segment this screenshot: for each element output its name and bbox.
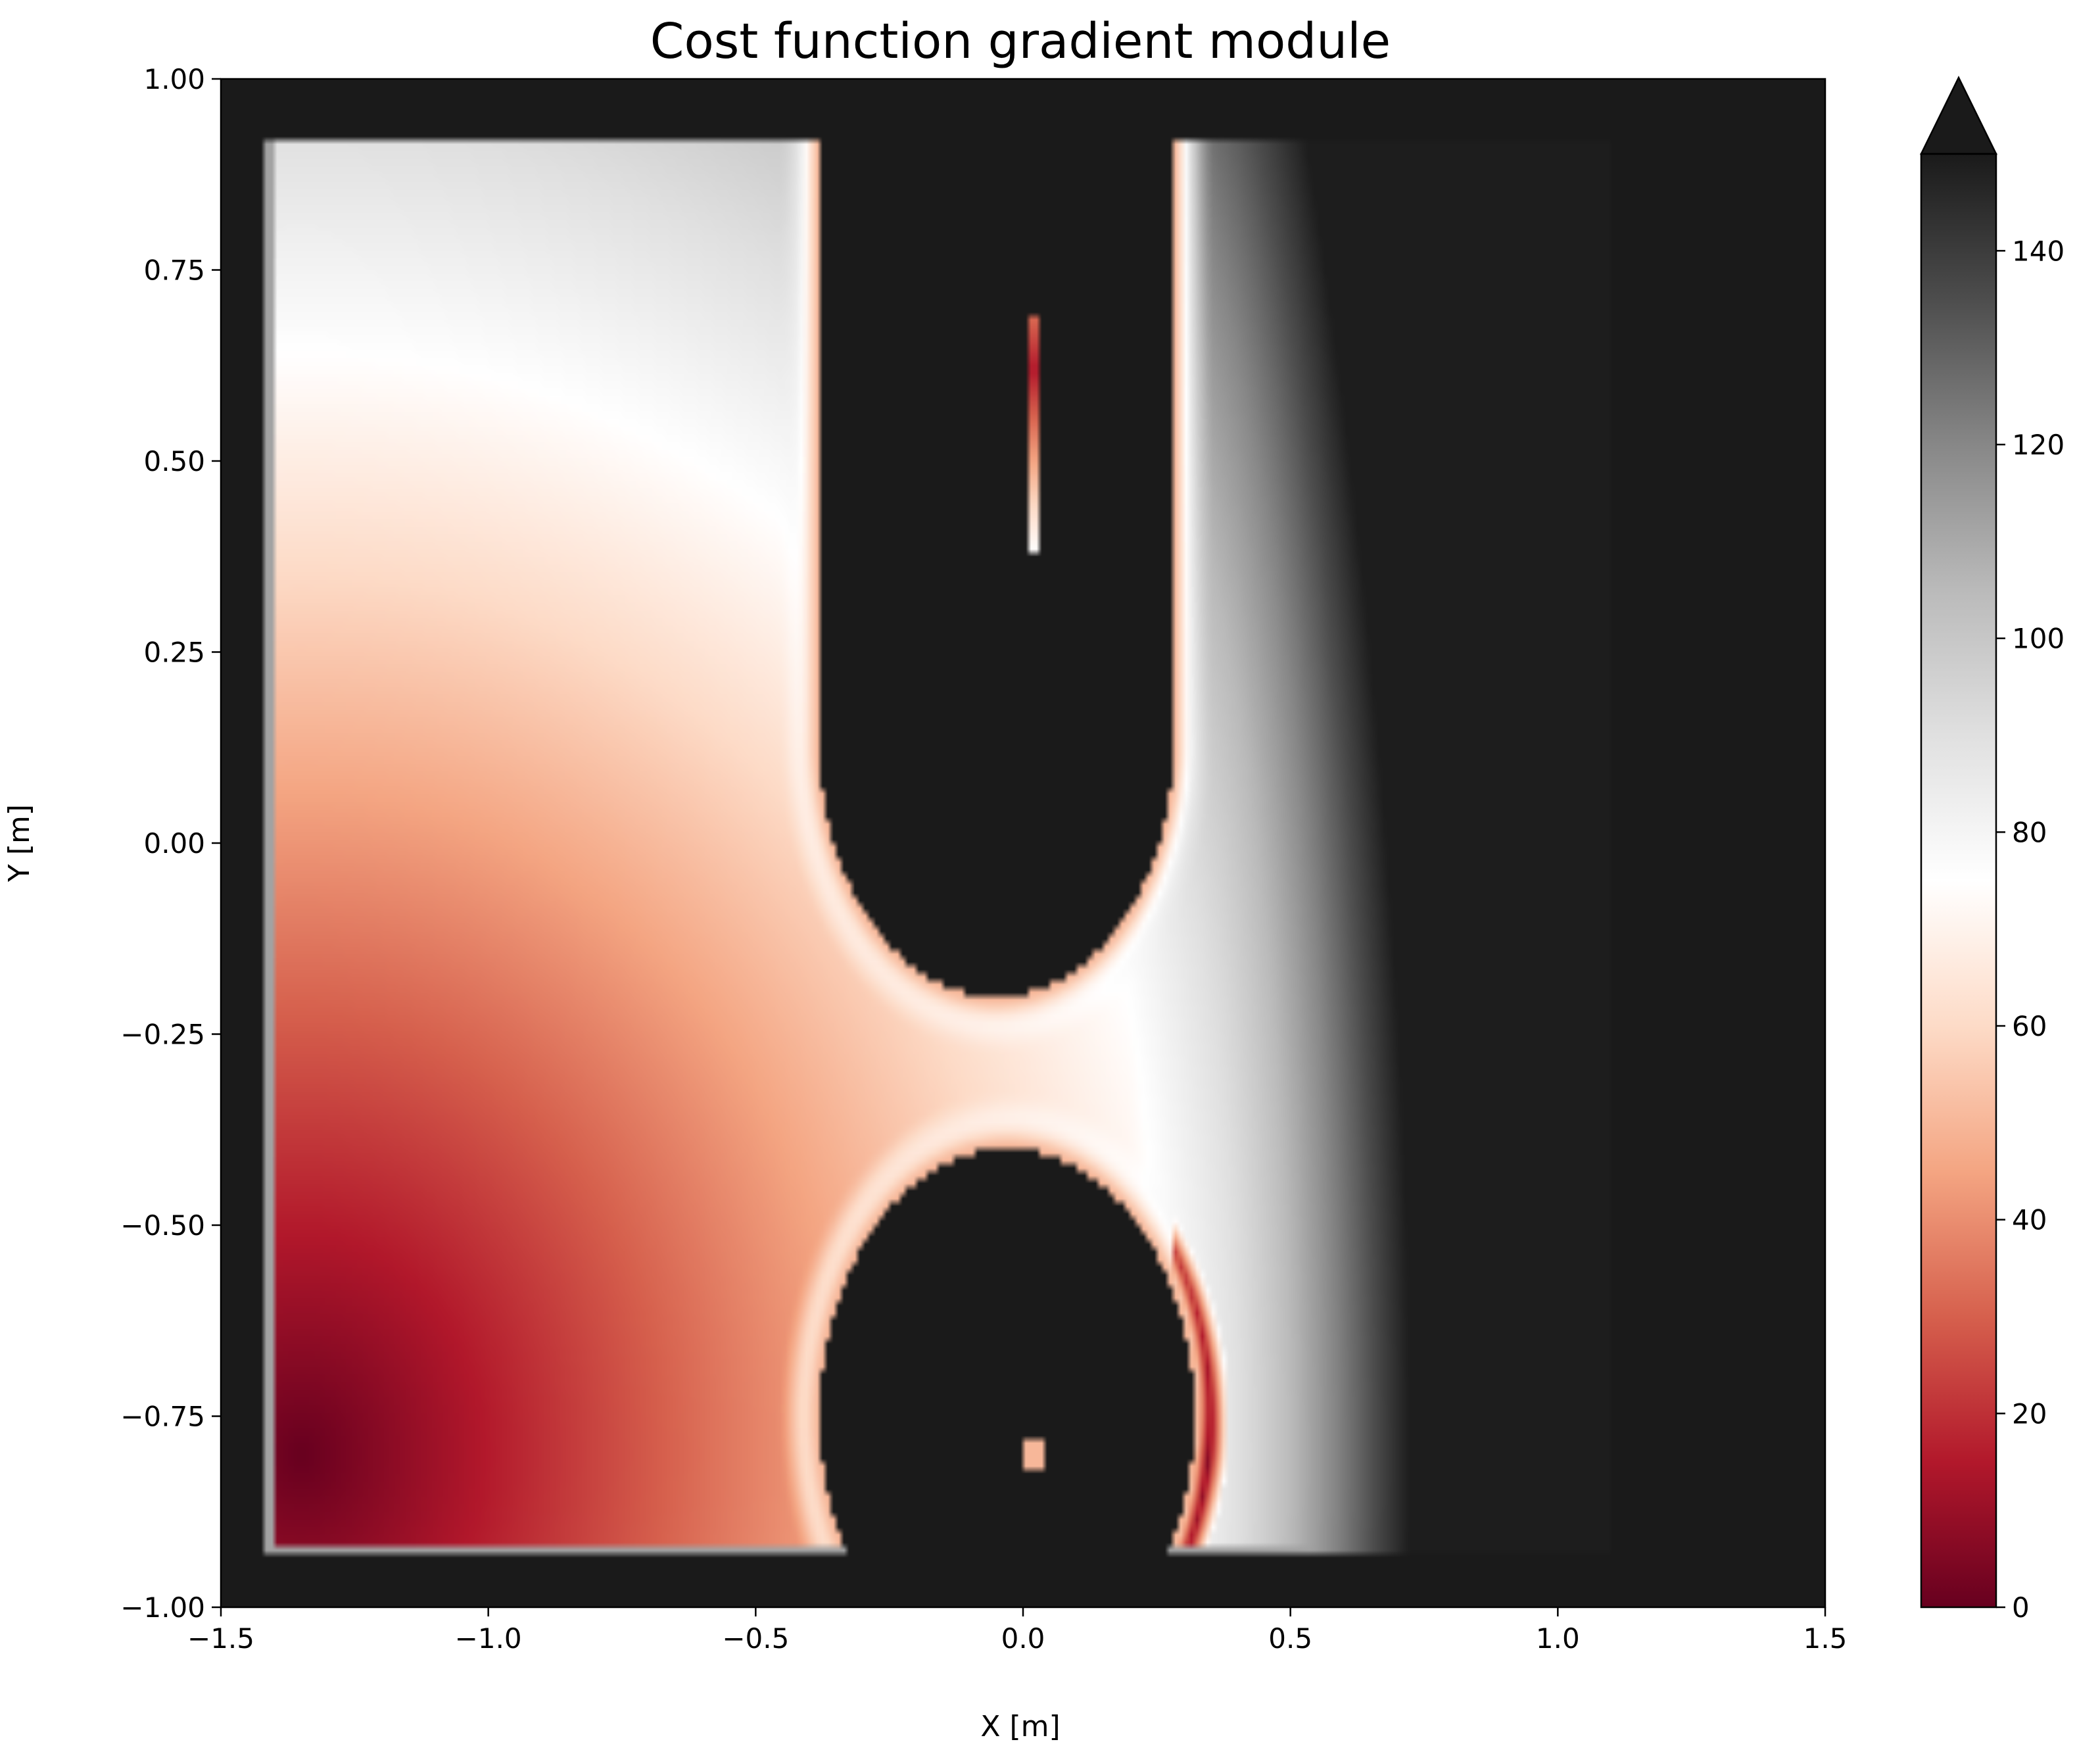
y-tick-label: −0.50 xyxy=(120,1209,205,1242)
y-tick-label: −1.00 xyxy=(120,1591,205,1624)
y-tick-label: −0.25 xyxy=(120,1019,205,1051)
x-axis: −1.5 −1.0 −0.5 0.0 0.5 1.0 1.5 xyxy=(187,1607,1847,1655)
colorbar-tick-label: 80 xyxy=(2012,816,2047,848)
colorbar-tick-label: 100 xyxy=(2012,623,2064,655)
colorbar-tick-label: 0 xyxy=(2012,1591,2030,1624)
x-tick-label: 1.5 xyxy=(1803,1622,1848,1655)
y-tick-label: 1.00 xyxy=(143,63,205,95)
y-tick-label: 0.00 xyxy=(143,827,205,860)
colorbar-tick-label: 120 xyxy=(2012,429,2064,461)
colorbar-tick-label: 140 xyxy=(2012,235,2064,267)
colorbar-extend-arrow xyxy=(1919,76,1998,155)
x-tick-label: −1.5 xyxy=(187,1622,254,1655)
chart-title: Cost function gradient module xyxy=(650,13,1391,70)
colorbar-frame xyxy=(1920,153,1997,1609)
y-axis: 1.00 0.75 0.50 0.25 0.00 −0.25 −0.50 −0.75 −1.00 xyxy=(120,63,221,1624)
y-tick-label: −0.75 xyxy=(120,1401,205,1433)
x-tick-label: −0.5 xyxy=(722,1622,789,1655)
y-tick-label: 0.50 xyxy=(143,445,205,477)
x-tick-label: 0.0 xyxy=(1001,1622,1045,1655)
x-tick-label: 0.5 xyxy=(1268,1622,1312,1655)
y-axis-label: Y [m] xyxy=(3,804,36,883)
colorbar-tick-label: 40 xyxy=(2012,1204,2047,1236)
colorbar: 0 20 40 60 80 100 120 140 xyxy=(1919,76,2064,1624)
x-tick-label: 1.0 xyxy=(1536,1622,1580,1655)
x-axis-label: X [m] xyxy=(980,1710,1060,1743)
heatmap-image xyxy=(221,79,1825,1607)
x-tick-label: −1.0 xyxy=(455,1622,522,1655)
y-tick-label: 0.75 xyxy=(143,255,205,287)
colorbar-gradient xyxy=(1921,154,1996,1607)
colorbar-tick-label: 20 xyxy=(2012,1397,2047,1430)
heatmap xyxy=(221,79,1825,1607)
y-tick-label: 0.25 xyxy=(143,637,205,669)
colorbar-tick-label: 60 xyxy=(2012,1010,2047,1042)
